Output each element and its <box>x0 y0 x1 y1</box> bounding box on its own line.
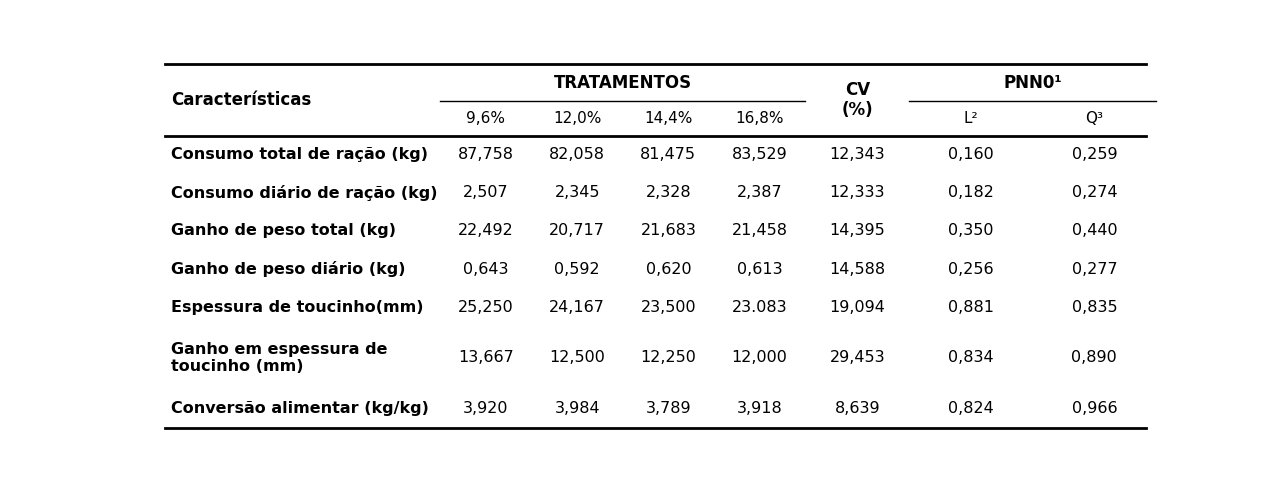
Text: 0,613: 0,613 <box>737 262 783 277</box>
Text: 23.083: 23.083 <box>732 300 788 315</box>
Text: 12,343: 12,343 <box>829 147 885 162</box>
Text: 0,835: 0,835 <box>1072 300 1117 315</box>
Text: 14,4%: 14,4% <box>645 111 692 126</box>
Text: 83,529: 83,529 <box>732 147 788 162</box>
Text: Q³: Q³ <box>1086 111 1104 126</box>
Text: 0,274: 0,274 <box>1072 186 1117 200</box>
Text: 24,167: 24,167 <box>549 300 605 315</box>
Text: 0,890: 0,890 <box>1072 351 1118 365</box>
Text: 13,667: 13,667 <box>458 351 514 365</box>
Text: 3,918: 3,918 <box>737 401 783 416</box>
Text: Conversão alimentar (kg/kg): Conversão alimentar (kg/kg) <box>171 401 428 416</box>
Text: 0,277: 0,277 <box>1072 262 1117 277</box>
Text: 3,920: 3,920 <box>463 401 509 416</box>
Text: 0,182: 0,182 <box>948 186 994 200</box>
Text: 23,500: 23,500 <box>641 300 696 315</box>
Text: 12,500: 12,500 <box>549 351 605 365</box>
Text: TRATAMENTOS: TRATAMENTOS <box>554 74 692 92</box>
Text: 8,639: 8,639 <box>834 401 880 416</box>
Text: 0,881: 0,881 <box>948 300 994 315</box>
Text: 0,350: 0,350 <box>948 224 994 239</box>
Text: 20,717: 20,717 <box>549 224 605 239</box>
Text: 2,328: 2,328 <box>646 186 691 200</box>
Text: 2,345: 2,345 <box>554 186 600 200</box>
Text: 0,160: 0,160 <box>948 147 994 162</box>
Text: PNN0¹: PNN0¹ <box>1003 74 1062 92</box>
Text: 2,507: 2,507 <box>463 186 509 200</box>
Text: 16,8%: 16,8% <box>735 111 784 126</box>
Text: 0,259: 0,259 <box>1072 147 1117 162</box>
Text: Espessura de toucinho(mm): Espessura de toucinho(mm) <box>171 300 423 315</box>
Text: 19,094: 19,094 <box>829 300 885 315</box>
Text: 29,453: 29,453 <box>829 351 885 365</box>
Text: 0,966: 0,966 <box>1072 401 1117 416</box>
Text: 12,333: 12,333 <box>830 186 885 200</box>
Text: 0,620: 0,620 <box>646 262 691 277</box>
Text: Ganho de peso total (kg): Ganho de peso total (kg) <box>171 224 395 239</box>
Text: 21,683: 21,683 <box>641 224 696 239</box>
Text: 0,824: 0,824 <box>948 401 994 416</box>
Text: 14,395: 14,395 <box>829 224 885 239</box>
Text: 87,758: 87,758 <box>458 147 514 162</box>
Text: 25,250: 25,250 <box>458 300 514 315</box>
Text: 9,6%: 9,6% <box>467 111 505 126</box>
Text: 81,475: 81,475 <box>641 147 696 162</box>
Text: 0,592: 0,592 <box>554 262 600 277</box>
Text: 0,440: 0,440 <box>1072 224 1117 239</box>
Text: 21,458: 21,458 <box>732 224 788 239</box>
Text: 0,643: 0,643 <box>463 262 509 277</box>
Text: 0,834: 0,834 <box>948 351 994 365</box>
Text: 14,588: 14,588 <box>829 262 885 277</box>
Text: 12,000: 12,000 <box>732 351 788 365</box>
Text: 12,250: 12,250 <box>641 351 696 365</box>
Text: Consumo diário de ração (kg): Consumo diário de ração (kg) <box>171 185 437 201</box>
Text: Ganho de peso diário (kg): Ganho de peso diário (kg) <box>171 261 405 277</box>
Text: 0,256: 0,256 <box>948 262 994 277</box>
Text: 3,789: 3,789 <box>646 401 691 416</box>
Text: Ganho em espessura de
toucinho (mm): Ganho em espessura de toucinho (mm) <box>171 342 388 374</box>
Text: 12,0%: 12,0% <box>553 111 601 126</box>
Text: Características: Características <box>171 91 311 109</box>
Text: CV
(%): CV (%) <box>842 80 874 119</box>
Text: Consumo total de ração (kg): Consumo total de ração (kg) <box>171 147 427 162</box>
Text: 22,492: 22,492 <box>458 224 514 239</box>
Text: L²: L² <box>963 111 978 126</box>
Text: 82,058: 82,058 <box>549 147 605 162</box>
Text: 3,984: 3,984 <box>554 401 600 416</box>
Text: 2,387: 2,387 <box>737 186 783 200</box>
